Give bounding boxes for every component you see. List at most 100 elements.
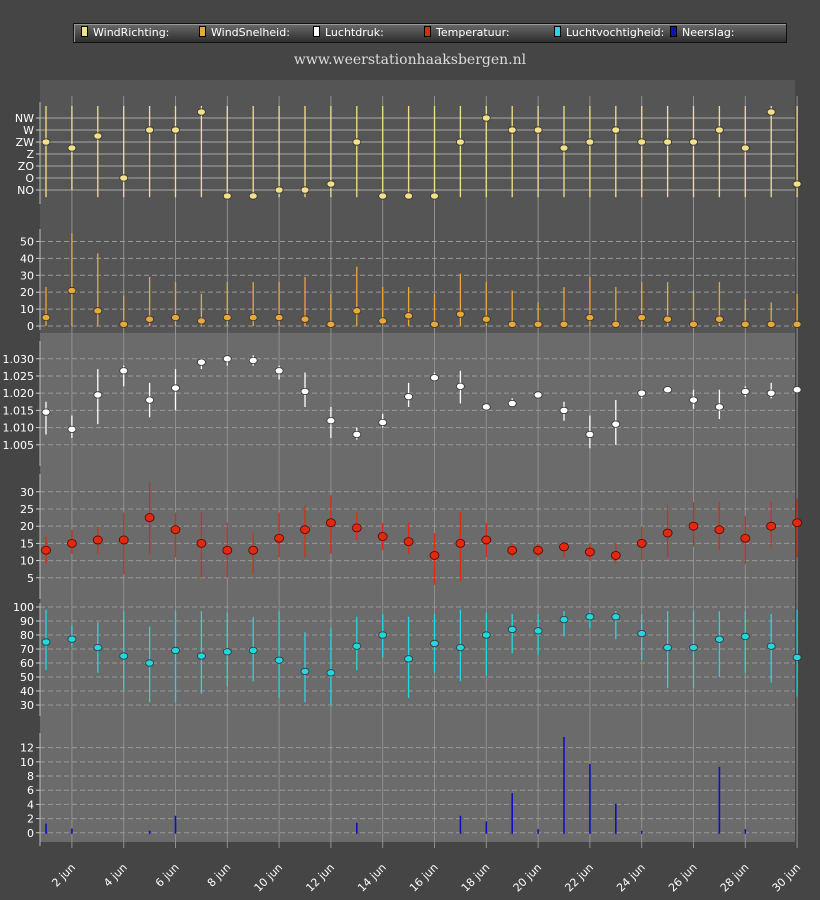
data-point xyxy=(533,627,543,635)
y-tick-label: W xyxy=(23,124,34,137)
y-tick-label: ZO xyxy=(18,160,35,173)
y-tick-label: 80 xyxy=(20,629,34,642)
data-point xyxy=(378,418,388,427)
data-point xyxy=(404,655,414,663)
data-point xyxy=(455,138,465,146)
data-point xyxy=(171,646,180,655)
data-point xyxy=(119,367,129,375)
x-tick-label: 20 jun xyxy=(511,861,545,895)
y-tick-label: 30 xyxy=(20,269,34,282)
data-point xyxy=(67,286,77,295)
data-point xyxy=(637,629,647,638)
data-point xyxy=(637,389,647,397)
data-point xyxy=(533,126,543,134)
y-tick-label: Z xyxy=(26,148,34,161)
data-point xyxy=(326,417,336,425)
data-point xyxy=(196,108,206,116)
data-point xyxy=(585,430,595,439)
data-point xyxy=(378,631,388,639)
x-tick-label: 8 jun xyxy=(205,861,234,890)
plot-background-lower xyxy=(40,333,795,842)
data-point xyxy=(326,320,336,328)
data-point xyxy=(507,126,517,134)
data-point xyxy=(196,652,206,660)
data-point xyxy=(481,535,492,545)
data-point xyxy=(481,631,491,639)
data-point xyxy=(611,126,621,134)
x-tick-label: 22 jun xyxy=(562,861,596,895)
data-point xyxy=(430,320,439,328)
data-point xyxy=(300,186,310,194)
data-point xyxy=(559,320,569,328)
data-point xyxy=(559,406,569,414)
legend-item: Temperatuur: xyxy=(424,26,510,39)
y-tick-label: 4 xyxy=(27,798,34,811)
y-tick-label: NO xyxy=(17,184,34,197)
data-point xyxy=(429,551,440,560)
y-tick-label: NW xyxy=(15,112,34,125)
data-point xyxy=(119,174,129,182)
data-point xyxy=(533,545,543,555)
data-point xyxy=(300,525,310,535)
data-point xyxy=(93,643,103,652)
data-point xyxy=(248,313,258,322)
legend-label: Temperatuur: xyxy=(436,26,510,39)
data-point xyxy=(93,391,103,399)
y-tick-label: O xyxy=(25,172,34,185)
data-point xyxy=(300,387,310,396)
data-point xyxy=(119,320,129,328)
y-tick-label: 50 xyxy=(20,235,34,248)
data-point xyxy=(93,132,103,140)
data-point xyxy=(248,545,259,555)
legend-swatch xyxy=(554,26,561,37)
data-point xyxy=(171,384,180,392)
data-point xyxy=(533,391,543,399)
x-tick-label: 28 jun xyxy=(718,861,752,895)
data-point xyxy=(507,545,518,555)
y-tick-label: 2 xyxy=(27,813,34,826)
data-point xyxy=(248,356,258,365)
y-tick-label: 100 xyxy=(13,601,34,614)
data-point xyxy=(67,538,77,548)
data-point xyxy=(196,317,206,325)
legend-item: WindSnelheid: xyxy=(199,26,290,39)
data-point xyxy=(222,545,233,555)
data-point xyxy=(274,186,284,194)
data-point xyxy=(248,192,258,200)
data-point xyxy=(740,533,751,543)
data-point xyxy=(170,525,181,535)
data-point xyxy=(792,518,802,528)
legend: WindRichting: WindSnelheid: Luchtdruk: Temp… xyxy=(73,23,787,43)
data-point xyxy=(352,138,362,146)
data-point xyxy=(351,523,362,533)
y-tick-label: 90 xyxy=(20,615,34,628)
data-point xyxy=(144,513,155,522)
data-point xyxy=(430,374,439,382)
data-point xyxy=(378,317,388,325)
data-point xyxy=(41,138,51,146)
data-point xyxy=(430,639,439,648)
data-point xyxy=(610,551,621,560)
legend-label: WindSnelheid: xyxy=(211,26,290,39)
data-point xyxy=(507,625,517,634)
data-point xyxy=(507,399,517,408)
data-point xyxy=(196,538,207,548)
data-point xyxy=(222,192,232,200)
legend-item: Luchtdruk: xyxy=(313,26,384,39)
data-point xyxy=(41,545,51,555)
data-point xyxy=(663,315,672,323)
x-tick-label: 30 jun xyxy=(770,861,804,895)
data-point xyxy=(585,613,595,621)
data-point xyxy=(455,382,465,390)
plot-background-upper xyxy=(40,80,795,333)
y-tick-label: 1.005 xyxy=(3,439,35,452)
data-point xyxy=(481,315,491,323)
data-point xyxy=(326,669,336,677)
data-point xyxy=(41,408,51,416)
y-tick-label: 8 xyxy=(27,770,34,783)
x-tick-label: 26 jun xyxy=(666,861,700,895)
data-point xyxy=(740,144,750,152)
y-tick-label: 10 xyxy=(20,756,34,769)
legend-label: Neerslag: xyxy=(682,26,735,39)
